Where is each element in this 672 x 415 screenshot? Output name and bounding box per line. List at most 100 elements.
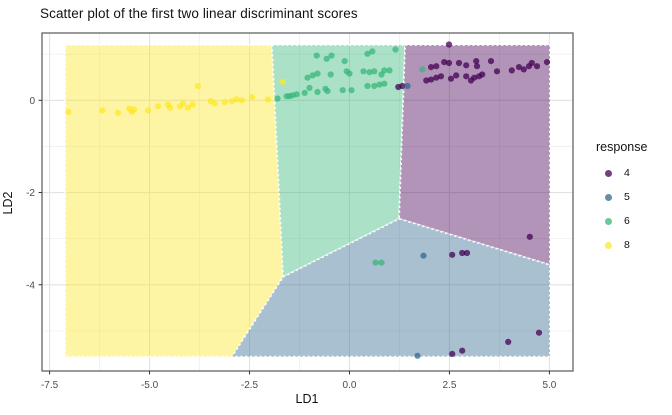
data-point-4 bbox=[463, 249, 471, 257]
data-point-6 bbox=[376, 81, 383, 88]
data-point-6 bbox=[341, 58, 348, 65]
data-point-8 bbox=[194, 82, 201, 90]
data-point-6 bbox=[378, 259, 385, 266]
data-point-8 bbox=[180, 100, 187, 107]
data-point-6 bbox=[386, 67, 393, 74]
data-point-4 bbox=[520, 66, 527, 73]
data-point-8 bbox=[130, 106, 138, 113]
y-axis-title: LD2 bbox=[1, 191, 15, 215]
data-point-8 bbox=[166, 104, 174, 111]
data-point-6 bbox=[306, 84, 313, 91]
legend-item-label: 4 bbox=[624, 167, 630, 179]
data-point-6 bbox=[360, 68, 367, 75]
data-point-4 bbox=[455, 59, 463, 67]
data-point-8 bbox=[154, 103, 162, 110]
data-point-4 bbox=[508, 67, 515, 74]
x-tick-label: 0.0 bbox=[343, 380, 357, 391]
data-point-8 bbox=[248, 94, 255, 101]
data-point-4 bbox=[463, 62, 470, 69]
data-point-6 bbox=[339, 87, 346, 94]
data-point-8 bbox=[233, 96, 240, 103]
legend: response 4 5 6 8 bbox=[594, 140, 672, 257]
data-point-6 bbox=[309, 72, 316, 79]
y-tick-label: -4 bbox=[26, 280, 35, 291]
legend-item-8: 8 bbox=[594, 233, 672, 257]
data-point-6 bbox=[371, 68, 378, 75]
data-point-4 bbox=[428, 64, 435, 71]
data-point-6 bbox=[314, 70, 321, 77]
data-point-5 bbox=[420, 252, 427, 259]
data-point-6 bbox=[364, 82, 371, 90]
data-point-4 bbox=[479, 71, 486, 78]
data-point-8 bbox=[279, 78, 286, 85]
data-point-4 bbox=[515, 64, 523, 71]
data-point-6 bbox=[369, 48, 376, 55]
legend-items: 4 5 6 8 bbox=[594, 161, 672, 257]
data-point-4 bbox=[447, 75, 455, 82]
data-point-6 bbox=[419, 66, 426, 73]
data-point-4 bbox=[459, 347, 466, 354]
data-point-8 bbox=[114, 109, 122, 116]
legend-item-label: 5 bbox=[624, 191, 630, 203]
data-point-8 bbox=[99, 107, 106, 114]
data-point-8 bbox=[189, 101, 196, 108]
data-point-4 bbox=[445, 59, 453, 67]
data-point-6 bbox=[364, 50, 371, 57]
data-point-4 bbox=[399, 82, 406, 90]
chart-title: Scatter plot of the first two linear dis… bbox=[40, 6, 358, 21]
data-point-6 bbox=[293, 91, 300, 98]
data-point-4 bbox=[437, 73, 445, 80]
data-point-4 bbox=[445, 41, 453, 48]
x-tick-label: -5.0 bbox=[141, 380, 159, 391]
decision-region-5 bbox=[230, 217, 551, 358]
data-point-6 bbox=[324, 88, 331, 95]
data-point-5 bbox=[404, 82, 411, 90]
data-point-8 bbox=[221, 99, 228, 106]
legend-item-label: 6 bbox=[624, 215, 630, 227]
data-point-4 bbox=[473, 58, 480, 65]
data-point-4 bbox=[543, 59, 551, 66]
data-point-6 bbox=[381, 67, 388, 74]
y-tick-label: -2 bbox=[26, 188, 35, 199]
data-point-4 bbox=[505, 338, 512, 345]
data-point-4 bbox=[473, 63, 481, 70]
data-point-8 bbox=[184, 104, 191, 111]
data-point-4 bbox=[441, 59, 448, 66]
legend-key-dot bbox=[605, 169, 612, 177]
legend-title: response bbox=[596, 140, 648, 154]
decision-region-6 bbox=[270, 44, 407, 278]
data-point-6 bbox=[392, 46, 399, 53]
data-point-6 bbox=[313, 52, 320, 59]
data-point-8 bbox=[228, 98, 235, 105]
data-point-4 bbox=[528, 59, 535, 67]
data-point-8 bbox=[211, 100, 218, 107]
data-point-8 bbox=[238, 97, 245, 104]
legend-key-dot bbox=[605, 217, 612, 225]
legend-item-6: 6 bbox=[594, 209, 672, 233]
data-point-6 bbox=[323, 55, 330, 62]
data-point-4 bbox=[459, 249, 466, 257]
data-point-4 bbox=[428, 76, 435, 83]
data-point-6 bbox=[328, 52, 335, 59]
data-point-4 bbox=[533, 63, 541, 70]
decision-region-8 bbox=[64, 44, 285, 358]
data-point-8 bbox=[144, 107, 152, 114]
data-point-6 bbox=[366, 69, 373, 76]
legend-item-5: 5 bbox=[594, 185, 672, 209]
data-point-4 bbox=[526, 233, 533, 240]
data-point-6 bbox=[301, 89, 308, 96]
x-tick-label: 5.0 bbox=[542, 380, 556, 391]
data-point-6 bbox=[381, 80, 388, 87]
x-tick-label: -2.5 bbox=[241, 380, 259, 391]
panel-border bbox=[41, 32, 574, 372]
y-tick-label: 0 bbox=[29, 96, 35, 107]
data-point-6 bbox=[327, 71, 334, 78]
data-point-6 bbox=[372, 259, 379, 266]
legend-item-4: 4 bbox=[594, 161, 672, 185]
data-point-4 bbox=[453, 72, 460, 79]
data-point-4 bbox=[449, 251, 456, 258]
x-axis-title: LD1 bbox=[295, 392, 319, 406]
data-point-4 bbox=[493, 68, 501, 75]
